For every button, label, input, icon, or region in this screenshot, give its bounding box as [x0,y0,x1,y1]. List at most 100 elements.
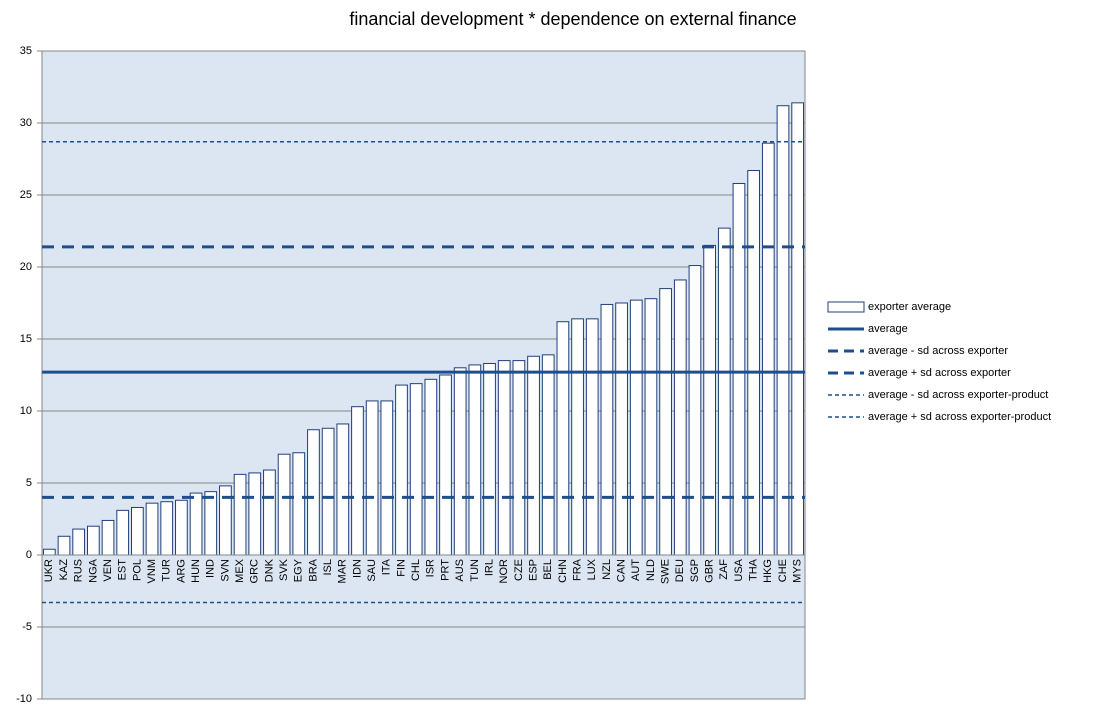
bar [688,265,702,556]
legend-label: average + sd across exporter-product [868,411,1051,423]
bar [615,302,628,556]
x-tick-label: GBR [704,559,716,583]
legend-swatch [827,301,865,313]
bar [585,318,599,556]
bar [761,142,775,556]
bar [556,321,570,556]
legend-label: average - sd across exporter-product [868,389,1048,401]
bar [395,384,408,556]
legend-label: average [868,323,908,335]
x-tick-label: UKR [43,559,55,582]
x-tick-label: CAN [615,559,627,582]
y-tick-label: 20 [20,261,32,273]
bar [497,360,511,556]
bar [189,492,203,556]
x-tick-label: SAU [366,559,378,582]
x-tick-label: CHE [777,559,789,582]
legend-label: average - sd across exporter [868,345,1008,357]
bar [424,378,438,556]
x-tick-label: KAZ [58,559,70,581]
x-tick-label: IRL [483,559,495,576]
x-tick-label: AUS [454,559,466,582]
y-tick-label: 15 [20,333,32,345]
x-tick-label: HUN [190,559,202,583]
x-tick-label: ZAF [718,559,730,580]
bar [351,406,364,556]
bar [263,469,276,556]
x-tick-label: MYS [792,559,804,583]
x-tick-label: BRA [307,558,319,581]
bar [439,374,452,556]
bar [277,453,291,556]
bar [512,360,526,556]
x-tick-label: TUR [161,559,173,582]
bar [409,383,423,556]
bar [233,473,247,556]
y-tick-label: -5 [22,621,32,633]
x-tick-label: HKG [762,559,774,583]
x-tick-label: BEL [542,559,554,580]
x-tick-label: LUX [586,558,598,580]
legend-label: average + sd across exporter [868,367,1011,379]
x-tick-label: DNK [263,558,275,582]
x-tick-label: CHL [410,559,422,581]
x-tick-label: NOR [498,559,510,584]
bar [57,535,71,556]
x-tick-label: ARG [175,559,187,583]
bar [380,400,394,556]
x-tick-label: POL [131,559,143,581]
x-tick-label: NZL [601,559,613,580]
bar [72,528,86,556]
x-tick-label: USA [733,558,745,581]
bar [703,244,716,556]
bar [483,362,496,556]
bar [468,364,482,556]
bar [145,502,159,556]
bar [160,501,174,556]
y-tick-label: 30 [20,117,32,129]
bar [776,105,790,556]
bar [248,472,262,556]
bar [629,299,643,556]
bar [131,506,144,556]
chart-title: financial development * dependence on ex… [349,9,796,29]
y-tick-label: 35 [20,45,32,57]
bar [42,548,56,556]
bar [101,519,115,556]
x-tick-label: PRT [439,559,451,581]
bar [571,318,584,556]
x-tick-label: ITA [381,558,393,575]
x-tick-label: GRC [249,559,261,584]
x-tick-label: SVK [278,558,290,581]
x-tick-label: THA [748,558,760,581]
bar [204,491,218,556]
bar [175,499,188,556]
x-tick-label: MAR [337,559,349,584]
bar [541,354,555,556]
y-tick-label: 25 [20,189,32,201]
legend-label: exporter average [868,301,951,313]
bar [717,227,731,556]
bar [365,400,379,556]
y-tick-label: 0 [26,549,32,561]
bar [292,452,306,556]
x-tick-label: FRA [571,558,583,581]
x-tick-label: VNM [146,559,158,583]
bar [336,423,350,556]
x-tick-label: ISL [322,559,334,576]
bar [453,367,467,556]
x-tick-label: CZE [513,559,525,581]
x-tick-label: NGA [87,558,99,583]
bar [307,429,320,556]
x-tick-label: IDN [351,559,363,578]
x-tick-label: SWE [660,559,672,584]
bar [644,298,658,556]
y-tick-label: 5 [26,477,32,489]
bar [527,355,540,556]
x-tick-label: VEN [102,559,114,582]
x-tick-label: FIN [395,559,407,577]
bar [600,303,614,556]
x-tick-label: DEU [674,559,686,582]
y-tick-label: -10 [16,693,32,705]
x-tick-label: ESP [527,559,539,581]
